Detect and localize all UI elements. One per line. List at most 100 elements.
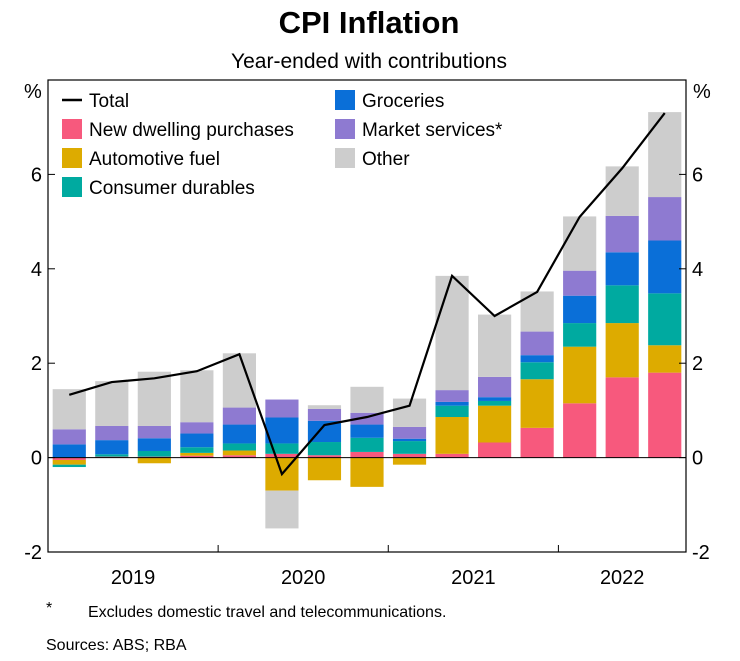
bar-new-dwelling-purchases-dec-21 bbox=[520, 427, 554, 458]
bar-automotive-fuel-dec-19 bbox=[180, 452, 214, 456]
bar-other-sep-20 bbox=[307, 405, 342, 409]
legend-swatch-automotive-fuel bbox=[62, 148, 82, 168]
bar-market-services-sep-21 bbox=[478, 376, 512, 398]
legend-label-market-services: Market services* bbox=[362, 120, 503, 141]
bar-market-services-mar-22 bbox=[563, 270, 597, 296]
bar-other-mar-22 bbox=[563, 216, 597, 271]
chart-title: CPI Inflation bbox=[279, 5, 460, 40]
bar-market-services-mar-21 bbox=[392, 426, 427, 439]
bar-automotive-fuel-mar-19 bbox=[52, 459, 86, 465]
bar-consumer-durables-dec-21 bbox=[520, 362, 554, 380]
bar-groceries-jun-20 bbox=[265, 417, 299, 444]
bar-other-sep-19 bbox=[137, 371, 171, 426]
bar-consumer-durables-sep-21 bbox=[478, 400, 512, 406]
bar-groceries-mar-21 bbox=[392, 438, 427, 442]
bar-new-dwelling-purchases-mar-20 bbox=[222, 455, 256, 458]
bar-market-services-dec-21 bbox=[520, 331, 554, 356]
y-axis-unit-left: % bbox=[24, 81, 42, 103]
legend-swatch-consumer-durables bbox=[62, 177, 82, 197]
y-tick-label-right: 2 bbox=[692, 353, 703, 375]
bar-groceries-mar-22 bbox=[563, 295, 597, 324]
bar-consumer-durables-jun-20 bbox=[265, 443, 299, 454]
bar-automotive-fuel-sep-21 bbox=[478, 405, 512, 443]
bar-other-jun-19 bbox=[95, 381, 129, 426]
bar-consumer-durables-sep-19 bbox=[137, 450, 171, 457]
bar-groceries-jun-21 bbox=[435, 401, 469, 406]
legend-label-consumer-durables: Consumer durables bbox=[89, 178, 255, 199]
bar-other-sep-21 bbox=[478, 314, 512, 377]
bar-automotive-fuel-sep-20 bbox=[307, 457, 342, 481]
bar-consumer-durables-jun-19 bbox=[95, 454, 129, 457]
bar-automotive-fuel-dec-21 bbox=[520, 379, 554, 428]
bar-groceries-sep-19 bbox=[137, 438, 171, 451]
bar-other-mar-20 bbox=[222, 353, 256, 408]
bar-other-jun-20 bbox=[265, 490, 299, 529]
bar-consumer-durables-mar-22 bbox=[563, 323, 597, 347]
bar-new-dwelling-purchases-dec-20 bbox=[350, 451, 384, 458]
footnote-asterisk: * bbox=[46, 600, 53, 617]
y-tick-label-right: 0 bbox=[692, 448, 703, 470]
bar-new-dwelling-purchases-jun-22 bbox=[605, 377, 639, 458]
bar-new-dwelling-purchases-jun-21 bbox=[435, 453, 469, 458]
sources-text: Sources: ABS; RBA bbox=[46, 637, 187, 654]
bar-groceries-sep-20 bbox=[307, 420, 342, 443]
bar-consumer-durables-mar-21 bbox=[392, 441, 427, 454]
legend-label-automotive-fuel: Automotive fuel bbox=[89, 149, 220, 170]
bar-consumer-durables-mar-20 bbox=[222, 443, 256, 451]
bar-other-dec-19 bbox=[180, 370, 214, 423]
bar-consumer-durables-sep-22 bbox=[648, 293, 682, 346]
bar-groceries-mar-19 bbox=[52, 444, 86, 458]
bar-new-dwelling-purchases-sep-22 bbox=[648, 372, 682, 458]
bar-new-dwelling-purchases-mar-21 bbox=[392, 453, 427, 458]
bar-new-dwelling-purchases-sep-20 bbox=[307, 455, 342, 458]
bar-new-dwelling-purchases-mar-19 bbox=[52, 457, 86, 460]
bar-automotive-fuel-jun-21 bbox=[435, 417, 469, 454]
bar-new-dwelling-purchases-dec-19 bbox=[180, 455, 214, 458]
bar-market-services-jun-21 bbox=[435, 390, 469, 402]
bar-other-mar-19 bbox=[52, 389, 86, 430]
year-label-2020: 2020 bbox=[281, 567, 326, 589]
bar-automotive-fuel-mar-21 bbox=[392, 457, 427, 465]
bar-groceries-dec-20 bbox=[350, 424, 384, 438]
bar-other-sep-22 bbox=[648, 112, 682, 198]
legend-label-total: Total bbox=[89, 91, 129, 112]
year-label-2021: 2021 bbox=[451, 567, 496, 589]
bar-groceries-dec-21 bbox=[520, 355, 554, 363]
bar-new-dwelling-purchases-jun-20 bbox=[265, 453, 299, 458]
bar-groceries-dec-19 bbox=[180, 433, 214, 448]
bar-consumer-durables-sep-20 bbox=[307, 442, 342, 456]
bar-market-services-mar-20 bbox=[222, 407, 256, 425]
bar-consumer-durables-dec-20 bbox=[350, 437, 384, 452]
chart-subtitle: Year-ended with contributions bbox=[231, 50, 507, 73]
bar-new-dwelling-purchases-sep-21 bbox=[478, 442, 512, 458]
bar-other-jun-21 bbox=[435, 275, 469, 391]
bar-groceries-jun-22 bbox=[605, 252, 639, 286]
bar-automotive-fuel-dec-20 bbox=[350, 457, 384, 487]
legend-label-groceries: Groceries bbox=[362, 91, 444, 112]
y-tick-label-left: 2 bbox=[31, 353, 42, 375]
bar-market-services-jun-20 bbox=[265, 399, 299, 418]
legend-swatch-other bbox=[335, 148, 355, 168]
legend-label-other: Other bbox=[362, 149, 410, 170]
bar-groceries-sep-22 bbox=[648, 240, 682, 294]
y-axis-unit-right: % bbox=[693, 81, 711, 103]
y-tick-label-right: 6 bbox=[692, 164, 703, 186]
bar-consumer-durables-jun-21 bbox=[435, 405, 469, 418]
y-tick-label-left: -2 bbox=[24, 542, 42, 564]
bar-market-services-sep-22 bbox=[648, 197, 682, 241]
bar-groceries-jun-19 bbox=[95, 440, 129, 455]
bar-automotive-fuel-jun-22 bbox=[605, 323, 639, 378]
bar-automotive-fuel-mar-20 bbox=[222, 450, 256, 456]
year-label-2019: 2019 bbox=[111, 567, 156, 589]
y-tick-label-left: 6 bbox=[31, 164, 42, 186]
bar-market-services-dec-20 bbox=[350, 412, 384, 425]
bar-consumer-durables-mar-19 bbox=[52, 464, 86, 468]
bar-consumer-durables-jun-22 bbox=[605, 285, 639, 324]
bar-market-services-jun-22 bbox=[605, 215, 639, 253]
y-tick-label-left: 4 bbox=[31, 259, 42, 281]
legend-swatch-new-dwelling-purchases bbox=[62, 119, 82, 139]
bar-market-services-jun-19 bbox=[95, 425, 129, 441]
legend-swatch-market-services bbox=[335, 119, 355, 139]
y-tick-label-left: 0 bbox=[31, 448, 42, 470]
